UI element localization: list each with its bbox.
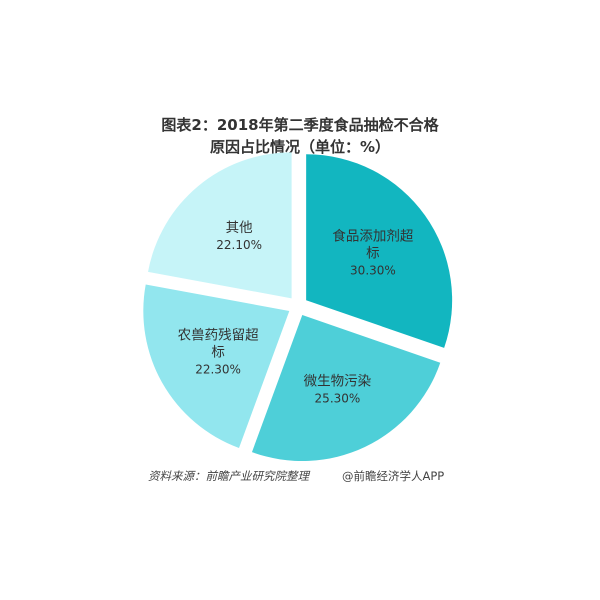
slice-value: 22.10%	[216, 238, 262, 252]
slice-label-3: 农兽药残留超标 22.30%	[178, 328, 259, 377]
slice-name: 其他	[226, 220, 253, 236]
slice-label-1: 食品添加剂超标 30.30%	[332, 228, 413, 278]
slice-value: 30.30%	[350, 264, 396, 278]
slice-name: 食品添加剂超	[332, 228, 413, 245]
pie-slice-4	[148, 152, 292, 299]
slice-value: 22.30%	[195, 363, 241, 377]
pie-slice-1	[306, 154, 453, 348]
chart-title: 图表2：2018年第二季度食品抽检不合格 原因占比情况（单位：%）	[0, 114, 600, 158]
slice-label-4: 其他 22.10%	[216, 220, 262, 252]
source-note: 资料来源：前瞻产业研究院整理	[148, 469, 309, 483]
pie-slice-3	[143, 284, 290, 449]
slice-name: 标	[366, 246, 380, 262]
chart-title-line-2: 原因占比情况（单位：%）	[209, 138, 391, 156]
brand-watermark: @前瞻经济学人APP	[342, 469, 445, 483]
chart-title-line-1: 图表2：2018年第二季度食品抽检不合格	[161, 116, 439, 134]
slice-name: 农兽药残留超	[178, 328, 259, 344]
slice-value: 25.30%	[315, 392, 361, 406]
pie-slice-2	[251, 315, 441, 462]
slice-name: 微生物污染	[304, 374, 372, 390]
slice-name: 标	[211, 345, 225, 361]
slice-label-2: 微生物污染 25.30%	[304, 374, 372, 406]
